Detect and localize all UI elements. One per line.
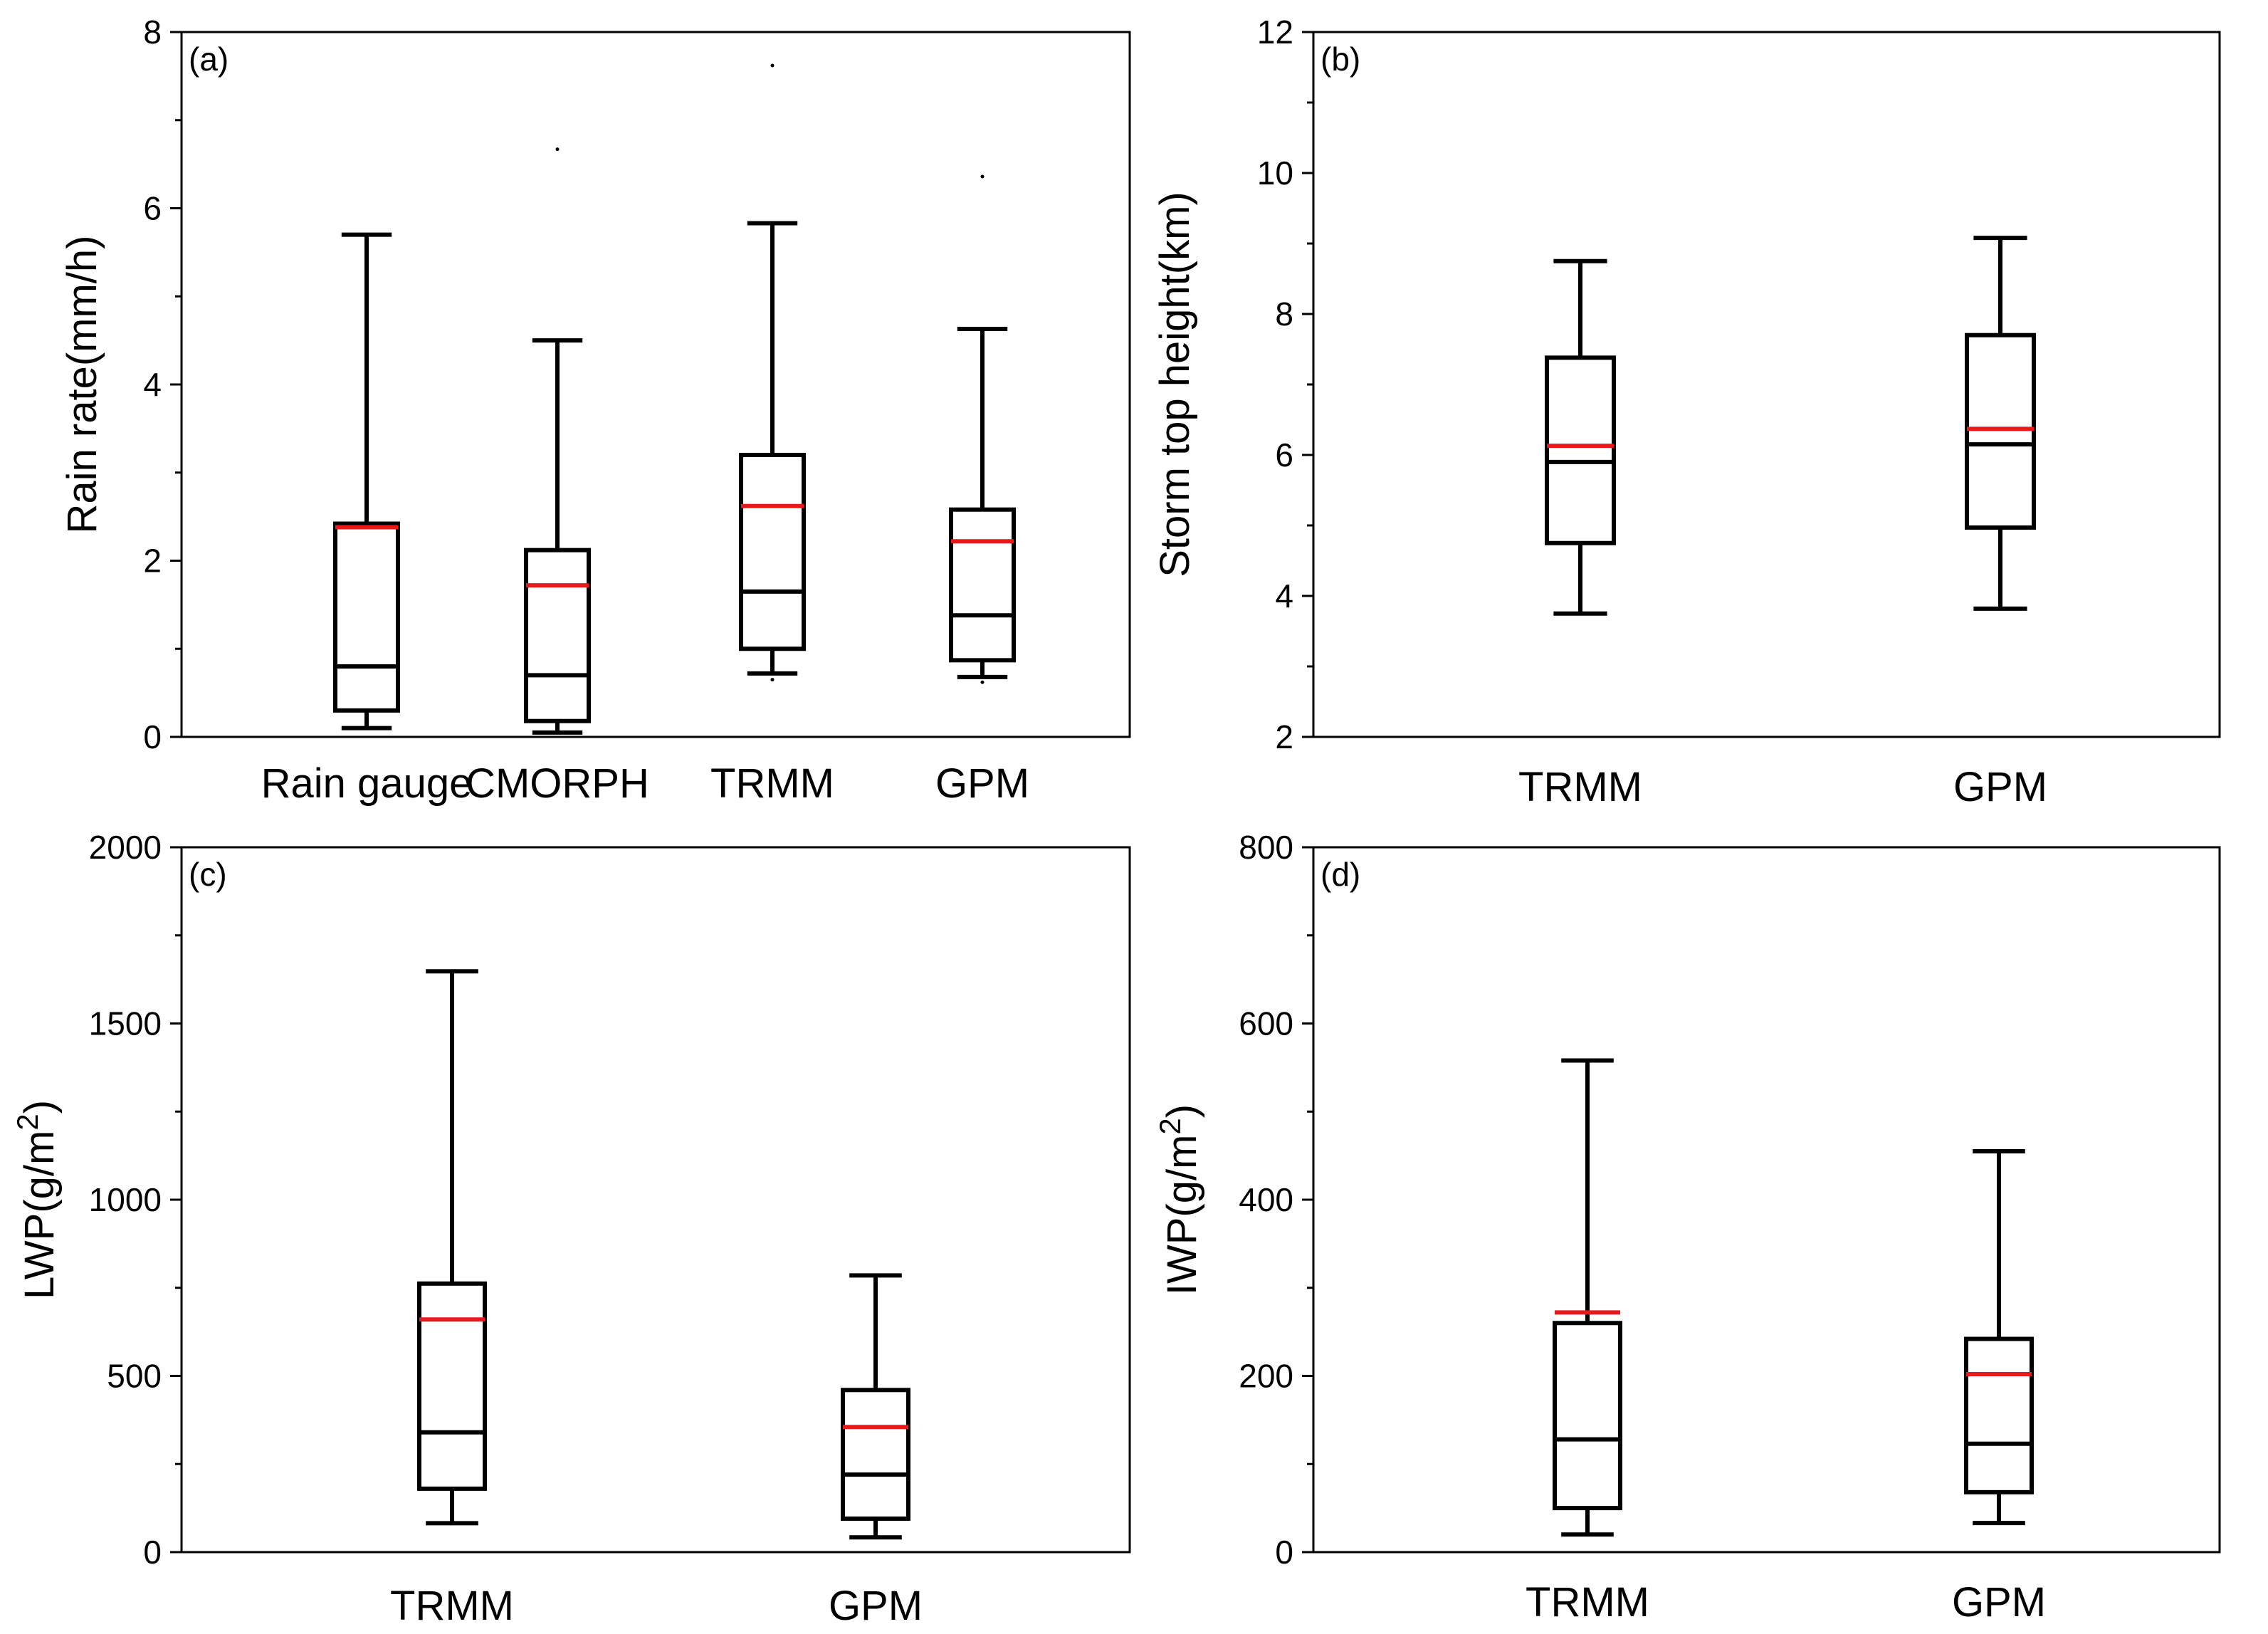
y-tick-label: 10 <box>1257 155 1293 192</box>
y-tick-label: 500 <box>107 1358 162 1395</box>
y-tick-label: 2000 <box>89 829 162 866</box>
outlier-point <box>770 63 775 68</box>
panel-b: 2 4 6 8 10 12 Storm top height(km) (b) TRMM GPM <box>1152 14 2221 810</box>
iqr-box <box>417 1281 487 1491</box>
outlier-point <box>555 730 560 735</box>
y-tick-label: 600 <box>1239 1005 1293 1042</box>
iqr-box <box>1964 1336 2034 1494</box>
box-cmorph <box>524 147 591 735</box>
iqr-box <box>333 521 400 713</box>
panel-label: (a) <box>189 41 229 78</box>
x-category-label: CMORPH <box>466 760 649 807</box>
y-tick-label: 4 <box>1275 577 1293 614</box>
x-category-label: GPM <box>829 1583 923 1629</box>
y-tick-label: 200 <box>1239 1358 1293 1395</box>
plot-frame <box>1312 31 2221 738</box>
iqr-box <box>524 548 591 723</box>
y-tick-label: 1500 <box>89 1005 162 1042</box>
panel-d: 0 200 400 600 800 IWP(g/m2) (d) TRMM GPM <box>1153 829 2221 1625</box>
box-gpm <box>1964 1148 2034 1526</box>
y-axis-title: LWP(g/m2) <box>11 1100 63 1299</box>
box-trmm <box>739 63 806 682</box>
y-tick-label: 4 <box>143 366 162 403</box>
box-trmm <box>417 969 487 1526</box>
y-tick-label: 400 <box>1239 1181 1293 1218</box>
y-tick-label: 6 <box>143 190 162 227</box>
panel-c: 0 500 1000 1500 2000 LWP(g/m2) (c) TRMM GPM <box>11 829 1131 1629</box>
outlier-point <box>555 147 560 152</box>
box-gpm <box>949 174 1016 684</box>
iqr-box <box>1965 332 2036 530</box>
iqr-box <box>1545 355 1616 545</box>
y-tick-label: 2 <box>143 543 162 580</box>
y-tick-label: 8 <box>1275 295 1293 332</box>
x-category-label: TRMM <box>710 760 834 807</box>
y-tick-label: 0 <box>1275 1534 1293 1571</box>
plot-frame <box>1312 846 2221 1554</box>
y-tick-label: 6 <box>1275 436 1293 473</box>
panel-label: (b) <box>1321 41 1360 78</box>
outlier-point <box>770 678 775 682</box>
box-trmm <box>1553 1058 1622 1537</box>
x-category-label: TRMM <box>1518 764 1642 810</box>
x-category-label: TRMM <box>390 1583 514 1629</box>
box-gpm <box>841 1273 910 1540</box>
box-rain-gauge <box>333 232 400 730</box>
y-tick-label: 0 <box>143 718 162 755</box>
panel-label: (d) <box>1321 856 1360 893</box>
outlier-point <box>980 174 985 179</box>
y-tick-label: 8 <box>143 14 162 51</box>
iqr-box <box>841 1388 910 1521</box>
iqr-box <box>1553 1321 1622 1511</box>
x-category-label: GPM <box>935 760 1029 807</box>
x-category-label: GPM <box>1952 1579 2046 1625</box>
y-tick-label: 800 <box>1239 829 1293 866</box>
box-trmm <box>1545 258 1616 616</box>
plot-frame <box>180 846 1131 1554</box>
y-axis-title: Storm top height(km) <box>1152 192 1198 577</box>
panel-label: (c) <box>189 856 227 893</box>
box-gpm <box>1965 236 2036 611</box>
y-tick-label: 0 <box>143 1534 162 1571</box>
y-tick-label: 1000 <box>89 1181 162 1218</box>
y-tick-label: 2 <box>1275 718 1293 755</box>
iqr-box <box>739 453 806 651</box>
y-axis-title: Rain rate(mm/h) <box>59 236 105 534</box>
iqr-box <box>949 507 1016 663</box>
x-category-label: GPM <box>1953 764 2047 810</box>
y-axis-title: IWP(g/m2) <box>1153 1104 1205 1295</box>
outlier-point <box>980 680 985 684</box>
y-tick-label: 12 <box>1257 14 1293 51</box>
x-category-label: TRMM <box>1526 1579 1649 1625</box>
x-category-label: Rain gauge <box>261 760 473 807</box>
